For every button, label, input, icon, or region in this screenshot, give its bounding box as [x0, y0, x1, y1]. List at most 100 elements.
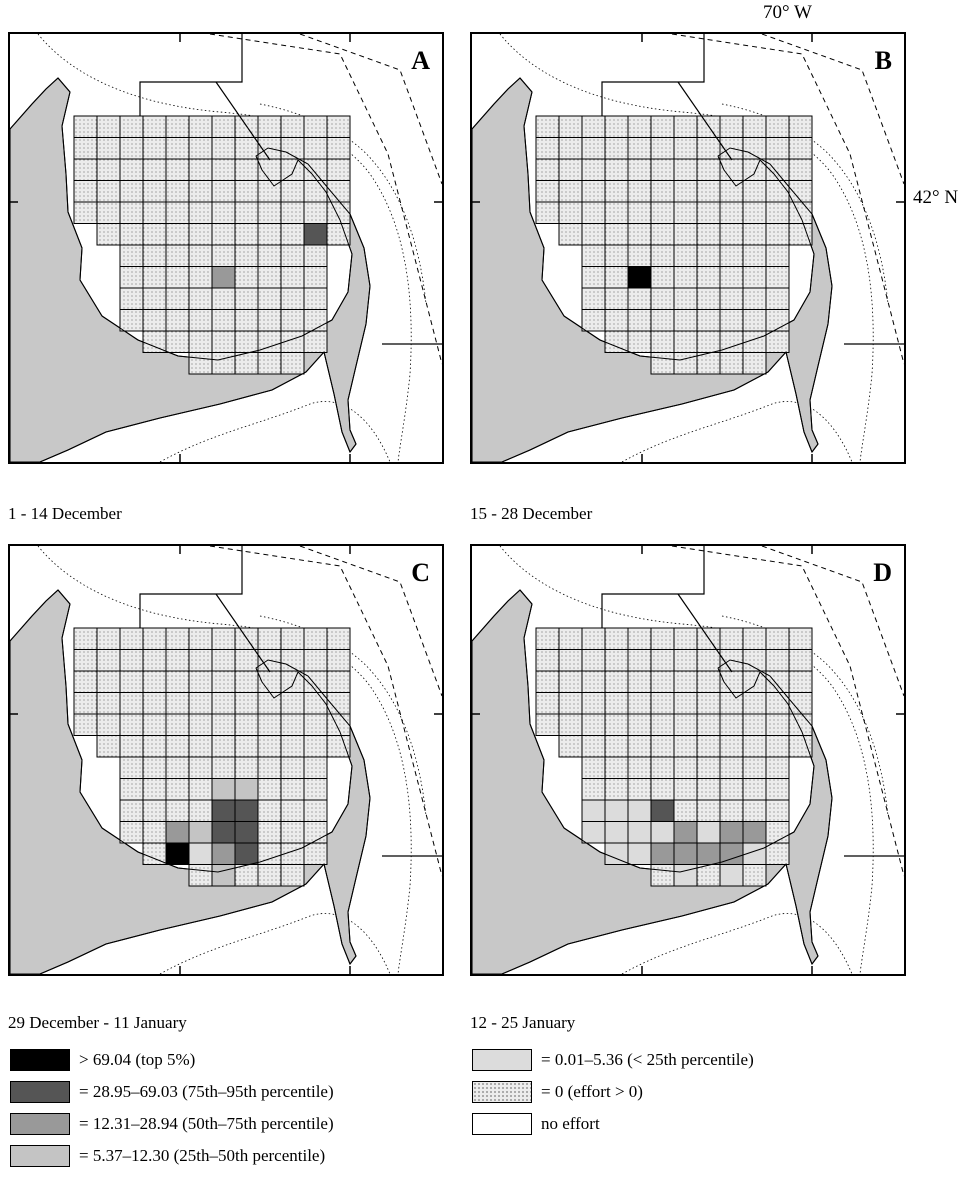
grid-cell — [696, 864, 721, 887]
grid-cell — [257, 735, 282, 758]
grid-cell — [326, 649, 351, 672]
grid-cell — [165, 244, 190, 267]
grid-cell — [765, 821, 790, 844]
grid-cell — [188, 266, 213, 289]
grid-cell — [96, 735, 121, 758]
grid-cell — [604, 330, 629, 353]
grid-cell — [558, 692, 583, 715]
grid-cell — [604, 649, 629, 672]
area-boundary — [215, 593, 271, 673]
grid-cell — [257, 352, 282, 375]
grid-cell — [257, 201, 282, 224]
grid-cell — [96, 692, 121, 715]
grid-cell — [119, 735, 144, 758]
legend-item-top5: > 69.04 (top 5%) — [10, 1048, 195, 1072]
grid-cell — [303, 713, 328, 736]
grid-cell — [96, 201, 121, 224]
grid-cell — [627, 821, 652, 844]
grid-cell — [165, 692, 190, 715]
grid-cell — [326, 115, 351, 138]
grid-cell — [765, 223, 790, 246]
grid-cell — [234, 244, 259, 267]
grid-cell — [581, 627, 606, 650]
legend-swatch — [10, 1145, 70, 1167]
grid-cell — [211, 180, 236, 203]
grid-cell — [73, 201, 98, 224]
grid-cell — [211, 137, 236, 160]
grid-cell — [627, 627, 652, 650]
depth-contour — [721, 615, 889, 817]
grid-cell — [765, 692, 790, 715]
grid-cell — [673, 158, 698, 181]
grid-cell — [650, 627, 675, 650]
grid-cell — [696, 287, 721, 310]
grid-cell — [765, 649, 790, 672]
grid-cell — [234, 670, 259, 693]
grid-cell — [535, 670, 560, 693]
grid-cell — [188, 137, 213, 160]
grid-cell — [650, 244, 675, 267]
grid-cell — [627, 201, 652, 224]
grid-cell — [696, 309, 721, 332]
grid-cell — [119, 627, 144, 650]
grid-cell — [188, 842, 213, 865]
grid-cell — [696, 649, 721, 672]
grid-cell — [627, 670, 652, 693]
grid-cell — [627, 330, 652, 353]
grid-cell — [650, 287, 675, 310]
grid-cell — [535, 201, 560, 224]
grid-cell — [119, 266, 144, 289]
grid-cell — [73, 137, 98, 160]
grid-cell — [188, 309, 213, 332]
grid-cell — [742, 115, 767, 138]
grid-cell — [581, 670, 606, 693]
grid-cell — [650, 670, 675, 693]
grid-cell — [119, 778, 144, 801]
area-boundary — [139, 34, 243, 116]
grid-cell — [188, 778, 213, 801]
grid-cell — [581, 158, 606, 181]
grid-cell — [558, 137, 583, 160]
grid-cell — [211, 649, 236, 672]
grid-cell — [742, 266, 767, 289]
grid-cell — [188, 115, 213, 138]
grid-cell — [742, 180, 767, 203]
grid-cell — [696, 670, 721, 693]
grid-cell — [788, 735, 813, 758]
grid-cell — [211, 627, 236, 650]
grid-cell — [165, 821, 190, 844]
grid-cell — [673, 649, 698, 672]
grid-cell — [234, 692, 259, 715]
depth-contour — [159, 401, 391, 462]
grid-cell — [650, 223, 675, 246]
grid-cell — [257, 799, 282, 822]
grid-cell — [119, 287, 144, 310]
grid-cell — [627, 735, 652, 758]
grid-cell — [303, 309, 328, 332]
grid-cell — [234, 821, 259, 844]
grid-cell — [96, 713, 121, 736]
grid-cell — [165, 735, 190, 758]
grid-cell — [211, 115, 236, 138]
grid-cell — [188, 201, 213, 224]
grid-cell — [188, 330, 213, 353]
grid-cell — [627, 842, 652, 865]
grid-cell — [211, 287, 236, 310]
grid-cell — [604, 842, 629, 865]
grid-cell — [119, 180, 144, 203]
grid-cell — [257, 713, 282, 736]
grid-cell — [673, 352, 698, 375]
grid-cell — [765, 713, 790, 736]
grid-cell — [673, 330, 698, 353]
grid-cell — [558, 713, 583, 736]
grid-cell — [303, 137, 328, 160]
grid-cell — [234, 223, 259, 246]
grid-cell — [165, 649, 190, 672]
grid-cell — [142, 756, 167, 779]
grid-cell — [165, 670, 190, 693]
grid-cell — [765, 735, 790, 758]
grid-cell — [742, 244, 767, 267]
grid-cell — [280, 799, 305, 822]
depth-contour — [37, 546, 412, 974]
grid-cell — [73, 115, 98, 138]
